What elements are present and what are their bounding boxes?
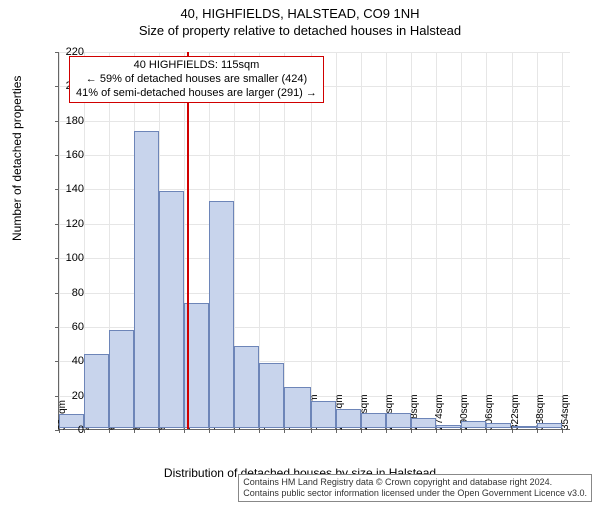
histogram-bar bbox=[134, 131, 159, 428]
chart-container: 33sqm49sqm65sqm81sqm97sqm113sqm129sqm145… bbox=[58, 52, 570, 430]
page-title: 40, HIGHFIELDS, HALSTEAD, CO9 1NH bbox=[0, 6, 600, 21]
gridline-v bbox=[311, 52, 312, 429]
histogram-bar bbox=[84, 354, 109, 428]
ytick-label: 120 bbox=[54, 218, 84, 230]
histogram-bar bbox=[512, 426, 537, 428]
histogram-bar bbox=[486, 423, 511, 428]
gridline-v bbox=[386, 52, 387, 429]
gridline-v bbox=[562, 52, 563, 429]
ytick-label: 140 bbox=[54, 183, 84, 195]
histogram-bar bbox=[209, 201, 234, 428]
gridline-v bbox=[537, 52, 538, 429]
histogram-bar bbox=[284, 387, 311, 428]
histogram-bar bbox=[537, 423, 562, 428]
annotation-line-3: 41% of semi-detached houses are larger (… bbox=[76, 87, 317, 101]
gridline-v bbox=[436, 52, 437, 429]
gridline-h bbox=[59, 121, 570, 122]
annotation-line-1: 40 HIGHFIELDS: 115sqm bbox=[76, 59, 317, 73]
ytick-label: 0 bbox=[54, 424, 84, 436]
histogram-bar bbox=[436, 425, 461, 428]
ytick-label: 40 bbox=[54, 355, 84, 367]
histogram-bar bbox=[159, 191, 184, 428]
gridline-v bbox=[411, 52, 412, 429]
histogram-bar bbox=[361, 413, 386, 428]
gridline-v bbox=[336, 52, 337, 429]
histogram-bar bbox=[234, 346, 259, 428]
annotation-box: 40 HIGHFIELDS: 115sqm← 59% of detached h… bbox=[69, 56, 324, 103]
histogram-bar bbox=[461, 421, 486, 428]
gridline-v bbox=[486, 52, 487, 429]
ytick-label: 180 bbox=[54, 115, 84, 127]
plot-area: 33sqm49sqm65sqm81sqm97sqm113sqm129sqm145… bbox=[58, 52, 570, 430]
gridline-v bbox=[59, 52, 60, 429]
ytick-label: 60 bbox=[54, 321, 84, 333]
ytick-label: 100 bbox=[54, 252, 84, 264]
gridline-v bbox=[512, 52, 513, 429]
gridline-v bbox=[461, 52, 462, 429]
ytick-label: 160 bbox=[54, 149, 84, 161]
histogram-bar bbox=[386, 413, 411, 428]
histogram-bar bbox=[336, 409, 361, 428]
gridline-h bbox=[59, 52, 570, 53]
annotation-line-2: ← 59% of detached houses are smaller (42… bbox=[76, 73, 317, 87]
gridline-v bbox=[284, 52, 285, 429]
histogram-bar bbox=[311, 401, 336, 428]
marker-line bbox=[187, 52, 189, 429]
histogram-bar bbox=[109, 330, 134, 428]
gridline-v bbox=[361, 52, 362, 429]
histogram-bar bbox=[259, 363, 284, 428]
attribution-line-2: Contains public sector information licen… bbox=[243, 488, 587, 499]
attribution-line-1: Contains HM Land Registry data © Crown c… bbox=[243, 477, 587, 488]
attribution-box: Contains HM Land Registry data © Crown c… bbox=[238, 474, 592, 502]
histogram-bar bbox=[411, 418, 436, 428]
ytick-label: 80 bbox=[54, 287, 84, 299]
ytick-label: 20 bbox=[54, 390, 84, 402]
page-subtitle: Size of property relative to detached ho… bbox=[0, 23, 600, 38]
y-axis-label: Number of detached properties bbox=[10, 76, 24, 241]
